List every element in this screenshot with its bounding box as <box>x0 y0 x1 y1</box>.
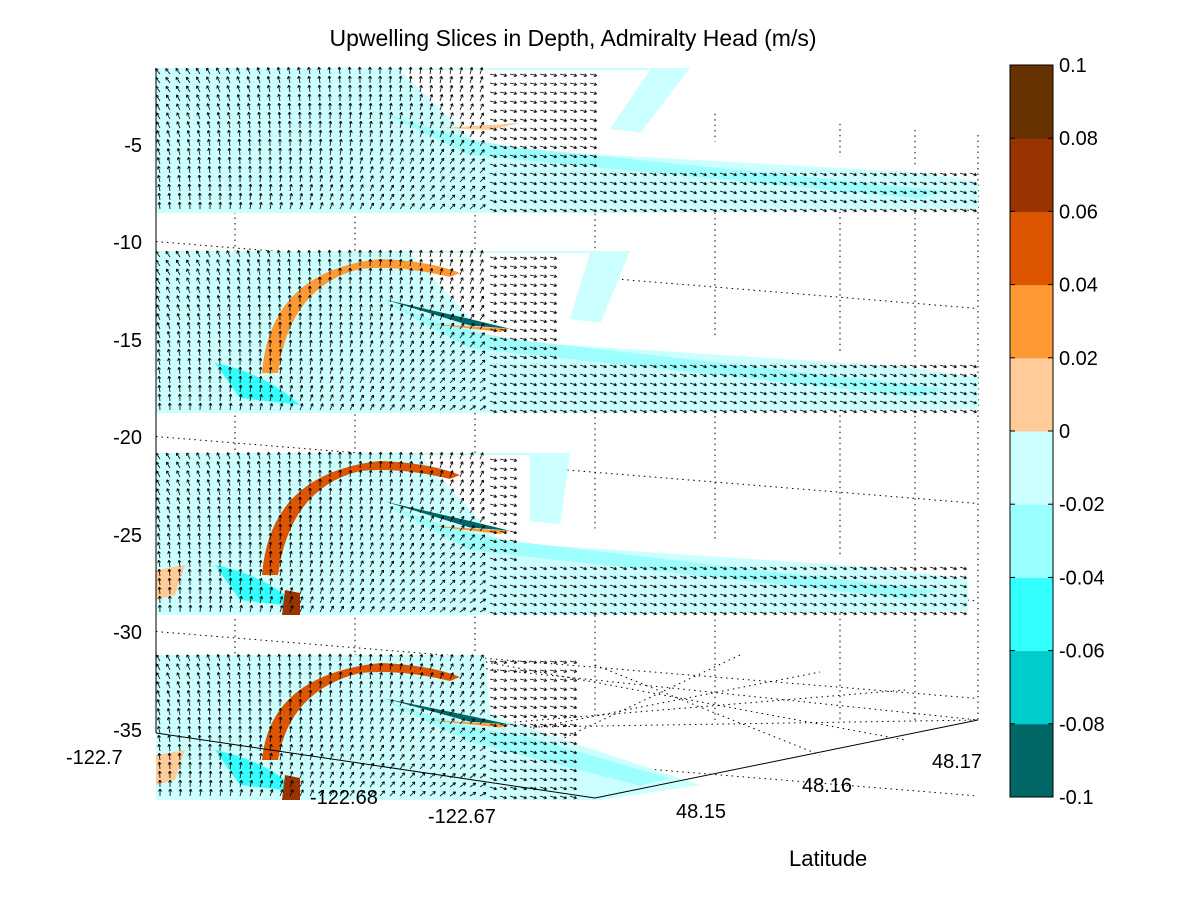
longitude-axis-line <box>155 732 596 799</box>
colorbar <box>1010 65 1053 798</box>
positive-band <box>440 123 520 130</box>
depth-slice <box>156 655 700 800</box>
colorbar-tick-label: -0.1 <box>1059 787 1093 809</box>
slice-gap <box>420 455 958 573</box>
positive-band <box>156 750 185 785</box>
colorbar-band <box>1010 357 1053 432</box>
positive-band <box>262 663 460 760</box>
positive-band <box>282 775 300 800</box>
depth-slice <box>156 453 968 615</box>
positive-band <box>282 590 300 615</box>
strong-negative-band <box>385 501 510 531</box>
colorbar-tick-label: 0.06 <box>1059 201 1098 223</box>
colorbar-band <box>1010 650 1053 725</box>
colorbar-band <box>1010 211 1053 286</box>
colorbar-ticks: 0.1 0.08 0.06 0.04 0.02 0 -0.02 -0.04 -0.06 -0.08… <box>1010 55 1105 809</box>
colorbar-band <box>1010 577 1053 652</box>
colorbar-tick-label: 0.08 <box>1059 128 1098 150</box>
depth-tick-label: -25 <box>113 525 142 547</box>
negative-band <box>215 363 300 405</box>
negative-band <box>215 565 300 607</box>
longitude-tick-label: -122.68 <box>310 787 378 809</box>
depth-tick-label: -15 <box>113 330 142 352</box>
colorbar-tick-label: -0.08 <box>1059 714 1105 736</box>
colorbar-band <box>1010 138 1053 212</box>
colorbar-tick-label: 0 <box>1059 421 1070 443</box>
latitude-tick-label: 48.17 <box>932 751 982 773</box>
positive-band <box>156 565 185 600</box>
colorbar-band <box>1010 431 1053 505</box>
colorbar-tick-label: 0.04 <box>1059 275 1098 297</box>
colorbar-tick-label: -0.04 <box>1059 567 1105 589</box>
strong-negative-band <box>385 299 510 329</box>
longitude-tick-label: -122.7 <box>66 747 123 769</box>
negative-band <box>380 111 948 199</box>
latitude-axis-label: Latitude <box>789 846 867 871</box>
colorbar-band <box>1010 284 1053 359</box>
longitude-tick-label: -122.67 <box>428 806 496 828</box>
colorbar-band <box>1010 723 1053 798</box>
vector-arrows <box>155 66 977 800</box>
colorbar-tick-label: 0.02 <box>1059 348 1098 370</box>
chart-title: Upwelling Slices in Depth, Admiralty Hea… <box>329 25 816 51</box>
positive-band <box>262 259 460 373</box>
positive-band <box>262 461 460 575</box>
colorbar-tick-label: 0.1 <box>1059 55 1087 77</box>
grid-line <box>594 664 821 756</box>
depth-tick-label: -30 <box>113 622 142 644</box>
grid-line <box>234 689 906 746</box>
depth-tick-label: -20 <box>113 427 142 449</box>
colorbar-band <box>1010 504 1053 578</box>
slices-layer <box>156 68 978 800</box>
slice-gap <box>400 70 968 176</box>
latitude-axis-line <box>594 719 979 799</box>
colorbar-tick-label: -0.06 <box>1059 641 1105 663</box>
velocity-arrows <box>155 66 977 800</box>
depth-tick-label: -35 <box>113 720 142 742</box>
colorbar-tick-label: -0.02 <box>1059 494 1105 516</box>
negative-band <box>380 501 938 599</box>
depth-tick-label: -5 <box>124 135 142 157</box>
negative-band <box>215 750 300 792</box>
depth-tick-label: -10 <box>113 232 142 254</box>
positive-band <box>430 323 510 332</box>
depth-slice <box>156 251 978 413</box>
colorbar-band <box>1010 65 1053 139</box>
grid-line <box>354 671 821 764</box>
grid-line <box>474 659 906 741</box>
latitude-tick-label: 48.16 <box>802 775 852 797</box>
latitude-tick-label: 48.15 <box>676 801 726 823</box>
slice-gap <box>410 253 968 371</box>
positive-band <box>430 525 510 534</box>
strong-negative-band <box>385 698 510 725</box>
